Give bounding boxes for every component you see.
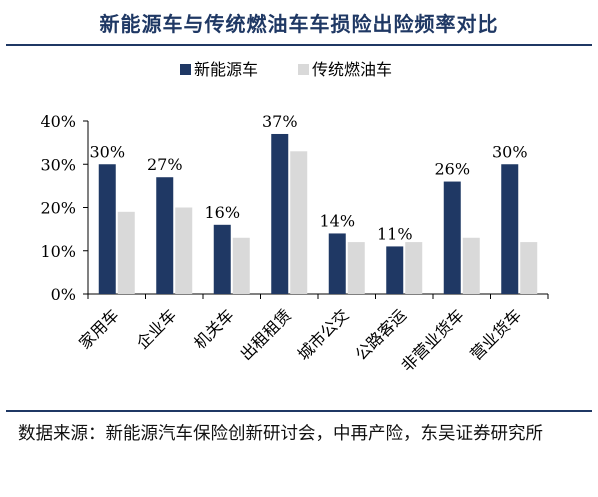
y-tick-label: 40%: [40, 112, 76, 131]
data-label: 16%: [204, 203, 240, 222]
bar-new-energy: [501, 164, 519, 294]
data-label: 11%: [377, 224, 413, 243]
y-tick-label: 30%: [40, 155, 76, 174]
data-label: 14%: [319, 211, 355, 230]
bar-new-energy: [443, 181, 461, 294]
y-tick-label: 10%: [40, 242, 76, 261]
chart-title: 新能源车与传统燃油车车损险出险频率对比: [99, 12, 499, 36]
bar-fuel: [405, 242, 423, 294]
x-category-label: 非营业货车: [398, 305, 468, 375]
x-category-label: 公路客运: [351, 305, 410, 364]
legend-label: 新能源车: [194, 60, 258, 79]
bar-new-energy: [328, 233, 346, 294]
y-tick-label: 20%: [40, 199, 76, 218]
bar-new-energy: [271, 133, 289, 294]
data-source: 数据来源：新能源汽车保险创新研讨会，中再产险，东吴证券研究所: [18, 424, 543, 444]
x-category-label: 企业车: [133, 305, 180, 352]
bar-fuel: [232, 237, 250, 294]
x-category-label: 城市公交: [294, 305, 353, 364]
bar-fuel: [290, 151, 308, 294]
legend-swatch: [180, 64, 191, 75]
x-category-label: 出租租赁: [236, 305, 295, 364]
bar-fuel: [175, 207, 193, 294]
bar-new-energy: [386, 246, 404, 294]
bar-fuel: [347, 242, 365, 294]
bar-new-energy: [156, 177, 174, 294]
legend-swatch: [298, 64, 309, 75]
x-category-label: 机关车: [190, 305, 237, 352]
data-label: 27%: [147, 155, 183, 174]
data-label: 30%: [492, 142, 528, 161]
data-label: 30%: [89, 142, 125, 161]
y-tick-label: 0%: [51, 285, 76, 304]
bar-fuel: [117, 211, 135, 294]
source-rule: [6, 410, 592, 412]
legend-label: 传统燃油车: [312, 60, 392, 79]
x-category-label: 家用车: [75, 305, 122, 352]
bar-fuel: [520, 242, 538, 294]
bar-fuel: [462, 237, 480, 294]
bar-new-energy: [98, 164, 116, 294]
data-label: 26%: [434, 160, 470, 179]
x-category-label: 营业货车: [466, 305, 525, 364]
bar-chart: 0% 10% 20% 30% 40% 30% 家用车 27% 企业车 16% 机关车 37% 出租租赁 1…: [40, 60, 549, 375]
data-label: 37%: [262, 112, 298, 131]
bar-new-energy: [213, 224, 231, 294]
title-rule: [6, 44, 592, 46]
